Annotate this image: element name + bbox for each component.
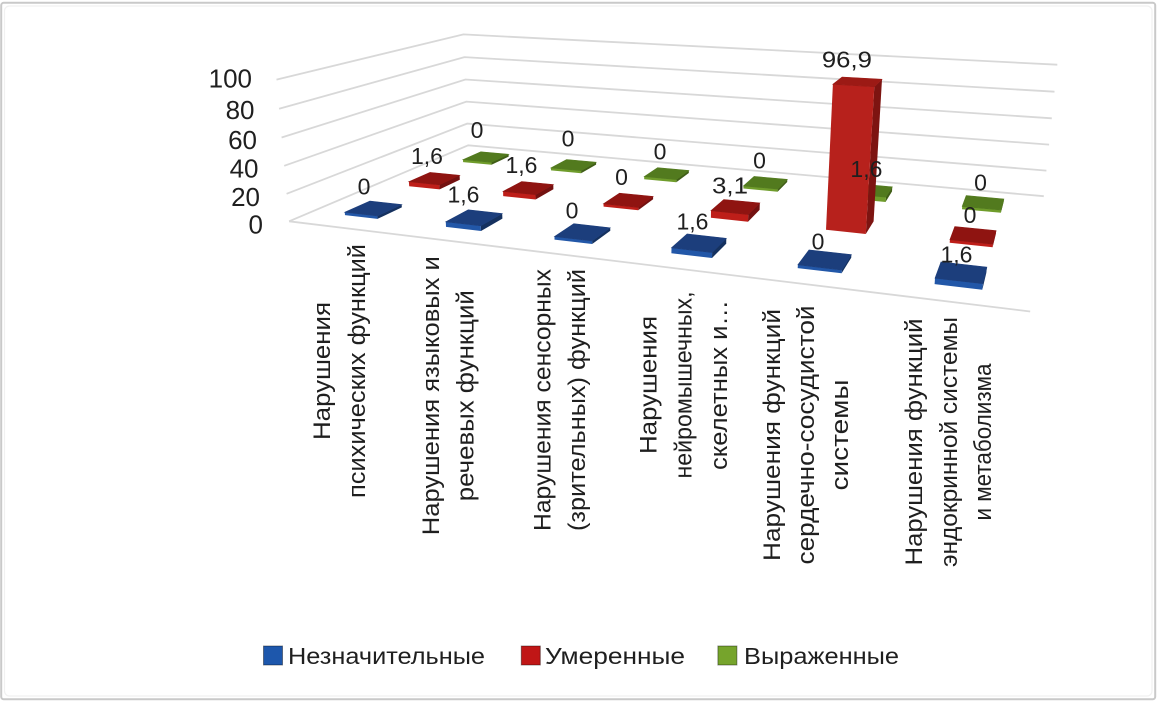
svg-text:0: 0	[615, 164, 628, 190]
svg-text:0: 0	[753, 147, 766, 173]
svg-text:системы: системы	[827, 380, 854, 491]
svg-text:40: 40	[230, 153, 259, 183]
svg-text:1,6: 1,6	[850, 156, 882, 182]
svg-text:эндокринной системы: эндокринной системы	[936, 317, 963, 567]
svg-text:0: 0	[471, 117, 484, 143]
svg-text:96,9: 96,9	[822, 46, 872, 72]
svg-text:речевых функций: речевых функций	[452, 290, 479, 501]
svg-text:Выраженные: Выраженные	[744, 643, 899, 669]
svg-text:Нарушения функций: Нарушения функций	[759, 309, 786, 561]
svg-text:60: 60	[228, 125, 257, 155]
svg-text:скелетных и…: скелетных и…	[706, 300, 733, 470]
svg-text:1,6: 1,6	[411, 143, 443, 169]
svg-text:0: 0	[974, 169, 987, 195]
svg-text:1,6: 1,6	[941, 241, 973, 267]
svg-text:1,6: 1,6	[448, 181, 480, 207]
svg-text:сердечно-сосудистой: сердечно-сосудистой	[793, 306, 820, 565]
svg-text:и метаболизма: и метаболизма	[970, 363, 997, 521]
svg-text:0: 0	[812, 228, 825, 254]
svg-text:3,1: 3,1	[712, 172, 748, 198]
svg-text:80: 80	[226, 95, 255, 125]
svg-text:1,6: 1,6	[506, 152, 538, 178]
svg-text:Нарушения языковых и: Нарушения языковых и	[418, 256, 445, 535]
svg-text:нейромышечных,: нейромышечных,	[671, 292, 698, 479]
svg-text:0: 0	[562, 125, 575, 151]
svg-text:0: 0	[566, 197, 579, 223]
svg-text:0: 0	[654, 138, 667, 164]
svg-text:100: 100	[209, 64, 252, 94]
svg-text:Нарушения: Нарушения	[636, 316, 663, 454]
svg-text:0: 0	[358, 173, 371, 199]
svg-text:Нарушения: Нарушения	[309, 302, 336, 440]
svg-text:психических функций: психических функций	[344, 244, 371, 498]
svg-text:1,6: 1,6	[677, 208, 709, 234]
svg-text:Незначительные: Незначительные	[288, 643, 485, 669]
svg-text:(зрительных) функций: (зрительных) функций	[564, 269, 591, 531]
svg-text:Нарушения функций: Нарушения функций	[901, 319, 928, 566]
svg-text:20: 20	[231, 182, 260, 212]
svg-text:0: 0	[964, 202, 977, 228]
svg-text:Умеренные: Умеренные	[545, 643, 685, 669]
svg-text:0: 0	[249, 210, 263, 240]
svg-text:Нарушения сенсорных: Нарушения сенсорных	[529, 269, 556, 531]
